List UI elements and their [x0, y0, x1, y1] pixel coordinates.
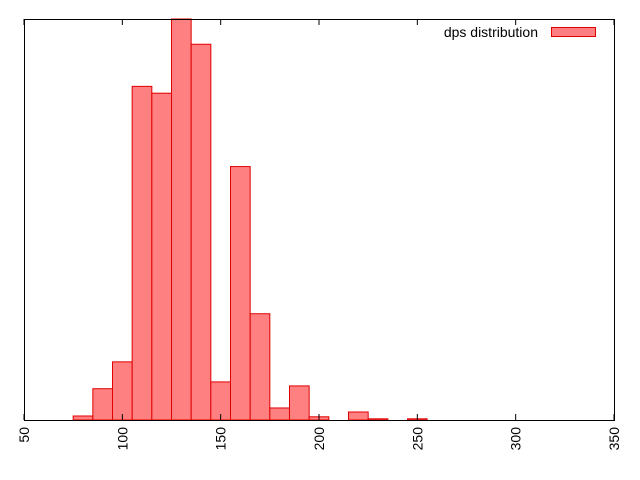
- x-tick-label: 350: [606, 427, 622, 451]
- histogram-bar: [72, 415, 94, 421]
- x-tick-label: 300: [508, 427, 524, 451]
- histogram-bar: [230, 166, 251, 421]
- histogram-bar: [131, 85, 153, 421]
- histogram-bar: [171, 18, 192, 421]
- x-tick-label: 50: [16, 427, 32, 443]
- plot-frame: [24, 19, 615, 421]
- bars-layer: [72, 18, 428, 421]
- histogram-bar: [92, 388, 114, 421]
- histogram-bar: [190, 43, 212, 421]
- legend-label: dps distribution: [444, 24, 538, 40]
- legend: dps distribution: [444, 24, 596, 40]
- histogram-bar: [112, 361, 133, 421]
- histogram-bar: [151, 92, 172, 421]
- x-tick-label: 150: [213, 427, 229, 451]
- histogram-bar: [289, 385, 310, 421]
- x-tick-label: 200: [311, 427, 327, 451]
- histogram-bar: [269, 407, 291, 421]
- legend-swatch: [551, 27, 596, 37]
- histogram-bar: [367, 418, 389, 421]
- x-tick-label: 250: [409, 427, 425, 451]
- histogram-bar: [348, 411, 369, 421]
- x-tick-label: 100: [114, 427, 130, 451]
- histogram-bar: [249, 313, 271, 421]
- x-axis: 50 100 150 200 250 300 350: [16, 19, 622, 450]
